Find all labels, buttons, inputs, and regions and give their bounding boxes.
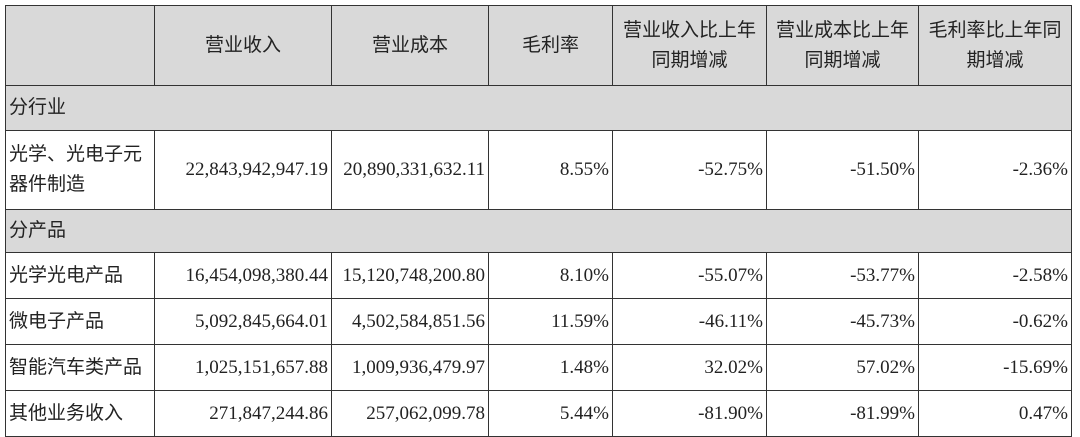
header-revenue-change: 营业收入比上年 同期增减 (612, 5, 767, 86)
header-line: 同期增减 (804, 49, 881, 71)
header-cost: 营业成本 (331, 5, 489, 86)
cost-change-cell: -53.77% (766, 252, 919, 299)
table-row: 微电子产品 5,092,845,664.01 4,502,584,851.56 11.… (5, 298, 1072, 345)
row-name: 其他业务收入 (5, 390, 155, 437)
section-title: 分产品 (5, 209, 1072, 253)
cost-change-cell: -51.50% (766, 130, 919, 210)
header-line: 营业收入比上年 (622, 19, 756, 41)
cost-cell: 257,062,099.78 (331, 390, 489, 437)
revenue-change-cell: -81.90% (612, 390, 767, 437)
cost-change-cell: -45.73% (766, 298, 919, 345)
revenue-change-cell: -46.11% (612, 298, 767, 345)
cost-cell: 4,502,584,851.56 (331, 298, 489, 345)
margin-change-cell: -15.69% (918, 344, 1072, 391)
margin-change-cell: -0.62% (918, 298, 1072, 345)
cost-cell: 20,890,331,632.11 (331, 130, 489, 210)
revenue-cell: 1,025,151,657.88 (154, 344, 332, 391)
section-title: 分行业 (5, 85, 1072, 131)
row-name: 光学、光电子元器件制造 (5, 130, 155, 210)
cost-change-cell: 57.02% (766, 344, 919, 391)
table-row: 光学、光电子元器件制造 22,843,942,947.19 20,890,331,6… (5, 130, 1072, 210)
header-cost-change: 营业成本比上年 同期增减 (766, 5, 919, 86)
row-name: 智能汽车类产品 (5, 344, 155, 391)
header-line: 同期增减 (651, 49, 728, 71)
margin-change-cell: -2.36% (918, 130, 1072, 210)
header-margin: 毛利率 (488, 5, 613, 86)
margin-cell: 5.44% (488, 390, 613, 437)
revenue-change-cell: 32.02% (612, 344, 767, 391)
margin-change-cell: 0.47% (918, 390, 1072, 437)
margin-change-cell: -2.58% (918, 252, 1072, 299)
table-row: 智能汽车类产品 1,025,151,657.88 1,009,936,479.97 1… (5, 344, 1072, 391)
cost-cell: 1,009,936,479.97 (331, 344, 489, 391)
row-name: 光学光电产品 (5, 252, 155, 299)
margin-cell: 1.48% (488, 344, 613, 391)
header-line: 期增减 (966, 49, 1024, 71)
table-row: 光学光电产品 16,454,098,380.44 15,120,748,200.80… (5, 252, 1072, 299)
revenue-cell: 271,847,244.86 (154, 390, 332, 437)
header-margin-change: 毛利率比上年同 期增减 (918, 5, 1072, 86)
revenue-change-cell: -52.75% (612, 130, 767, 210)
table-row: 其他业务收入 271,847,244.86 257,062,099.78 5.44% -… (5, 390, 1072, 437)
header-row: 营业收入 营业成本 毛利率 营业收入比上年 同期增减 营业成本比上年 同期增减 毛利… (5, 5, 1072, 86)
revenue-change-cell: -55.07% (612, 252, 767, 299)
header-revenue: 营业收入 (154, 5, 332, 86)
section-row: 分产品 (5, 209, 1072, 253)
margin-cell: 11.59% (488, 298, 613, 345)
revenue-cell: 16,454,098,380.44 (154, 252, 332, 299)
row-name: 微电子产品 (5, 298, 155, 345)
margin-cell: 8.55% (488, 130, 613, 210)
header-line: 毛利率比上年同 (928, 19, 1062, 41)
financial-table: 营业收入 营业成本 毛利率 营业收入比上年 同期增减 营业成本比上年 同期增减 毛利… (5, 5, 1072, 437)
cost-cell: 15,120,748,200.80 (331, 252, 489, 299)
margin-cell: 8.10% (488, 252, 613, 299)
section-row: 分行业 (5, 85, 1072, 131)
cost-change-cell: -81.99% (766, 390, 919, 437)
header-line: 营业成本比上年 (775, 19, 909, 41)
header-empty (5, 5, 155, 86)
revenue-cell: 5,092,845,664.01 (154, 298, 332, 345)
revenue-cell: 22,843,942,947.19 (154, 130, 332, 210)
